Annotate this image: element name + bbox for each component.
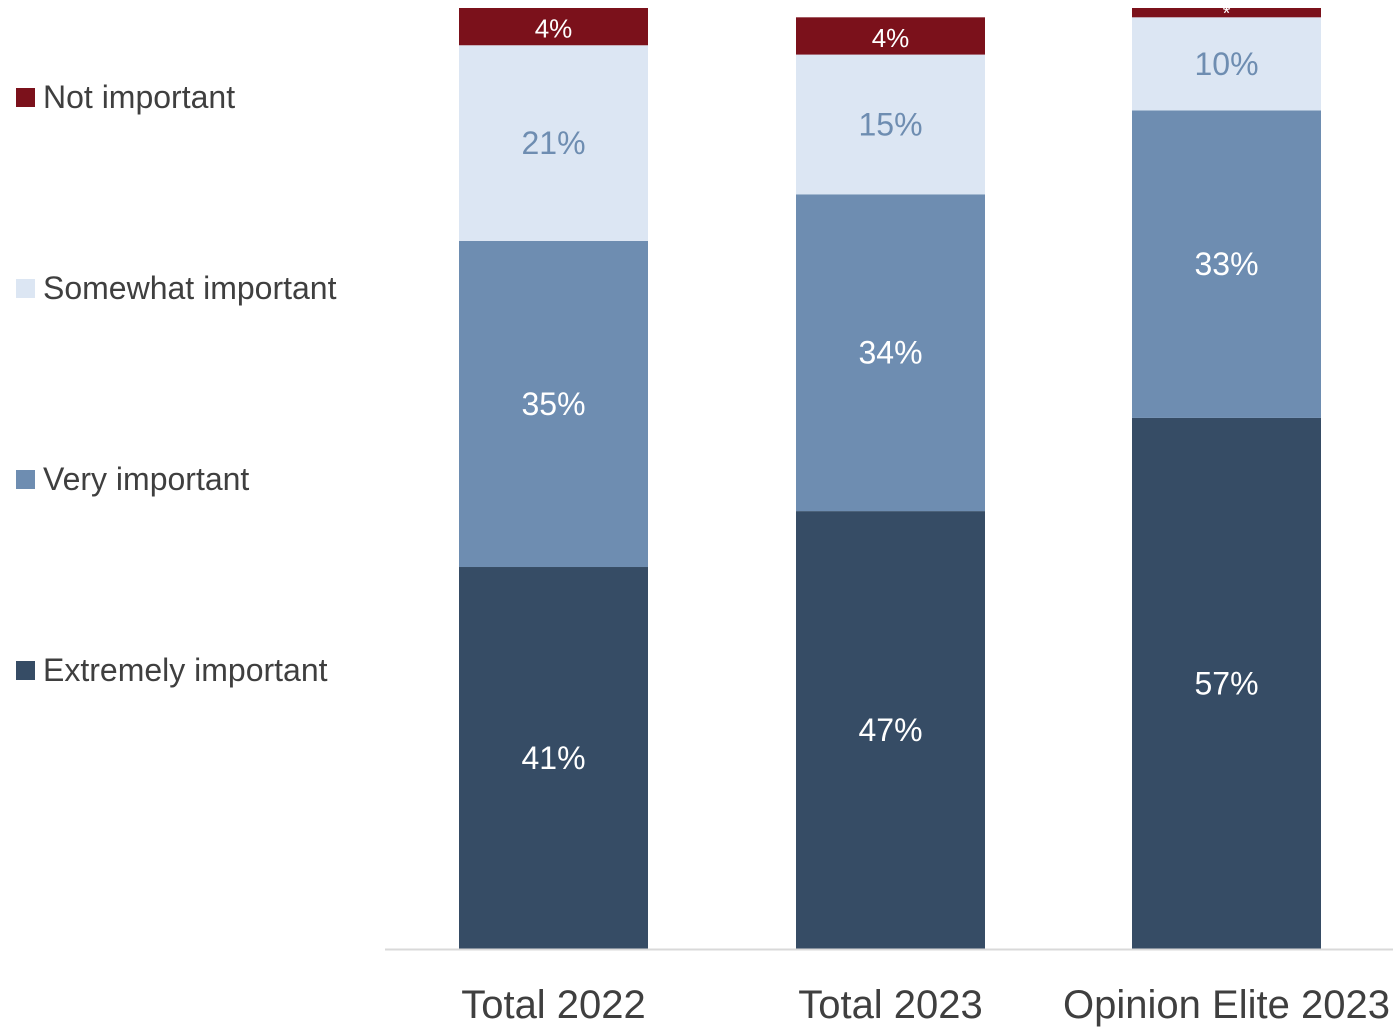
bar-segment-not-important-opinion-elite-2023 bbox=[1132, 8, 1321, 18]
legend-swatch-extremely-important bbox=[16, 660, 35, 680]
legend-swatch-very-important bbox=[16, 469, 35, 489]
bar-segment-very-important-total-2023 bbox=[796, 194, 985, 512]
bar-segment-somewhat-important-opinion-elite-2023 bbox=[1132, 17, 1321, 111]
legend-label-somewhat-important: Somewhat important bbox=[43, 269, 337, 306]
data-label-very-important-total-2023: 34% bbox=[858, 335, 922, 371]
bar-segment-not-important-total-2023 bbox=[796, 17, 985, 55]
legend-label-not-important: Not important bbox=[43, 78, 236, 115]
bar-segment-very-important-total-2022 bbox=[459, 240, 648, 568]
data-label-extremely-important-total-2023: 47% bbox=[858, 712, 922, 748]
data-label-somewhat-important-total-2023: 15% bbox=[858, 106, 922, 142]
x-tick-label-total-2022: Total 2022 bbox=[461, 983, 646, 1027]
legend-item-somewhat-important: Somewhat important bbox=[16, 268, 336, 308]
data-label-extremely-important-total-2022: 41% bbox=[521, 740, 585, 776]
data-label-somewhat-important-opinion-elite-2023: 10% bbox=[1194, 46, 1258, 82]
legend-swatch-not-important bbox=[16, 87, 35, 107]
bar-segment-extremely-important-opinion-elite-2023 bbox=[1132, 417, 1321, 950]
legend-item-extremely-important: Extremely important bbox=[16, 650, 328, 690]
legend-item-very-important: Very important bbox=[16, 459, 249, 499]
x-tick-label-total-2023: Total 2023 bbox=[798, 983, 983, 1027]
chart-legend: Not important Somewhat important Very impo… bbox=[16, 0, 376, 760]
bar-segment-very-important-opinion-elite-2023 bbox=[1132, 110, 1321, 418]
legend-label-extremely-important: Extremely important bbox=[43, 651, 328, 688]
data-label-not-important-total-2023: 4% bbox=[872, 23, 910, 53]
legend-label-very-important: Very important bbox=[43, 460, 250, 497]
data-label-extremely-important-opinion-elite-2023: 57% bbox=[1194, 665, 1258, 701]
bar-segment-extremely-important-total-2022 bbox=[459, 567, 648, 949]
x-tick-label-opinion-elite-2023: Opinion Elite 2023 bbox=[1063, 983, 1390, 1027]
data-label-very-important-total-2022: 35% bbox=[521, 386, 585, 422]
data-label-not-important-total-2022: 4% bbox=[535, 14, 573, 44]
legend-item-not-important: Not important bbox=[16, 77, 235, 117]
bar-segment-extremely-important-total-2023 bbox=[796, 511, 985, 949]
legend-swatch-somewhat-important bbox=[16, 278, 35, 298]
data-label-not-important-opinion-elite-2023: * bbox=[1223, 3, 1231, 25]
bar-segment-not-important-total-2022 bbox=[459, 8, 648, 46]
data-label-somewhat-important-total-2022: 21% bbox=[521, 125, 585, 161]
bar-segment-somewhat-important-total-2022 bbox=[459, 45, 648, 241]
data-label-very-important-opinion-elite-2023: 33% bbox=[1194, 246, 1258, 282]
bar-segment-somewhat-important-total-2023 bbox=[796, 54, 985, 195]
